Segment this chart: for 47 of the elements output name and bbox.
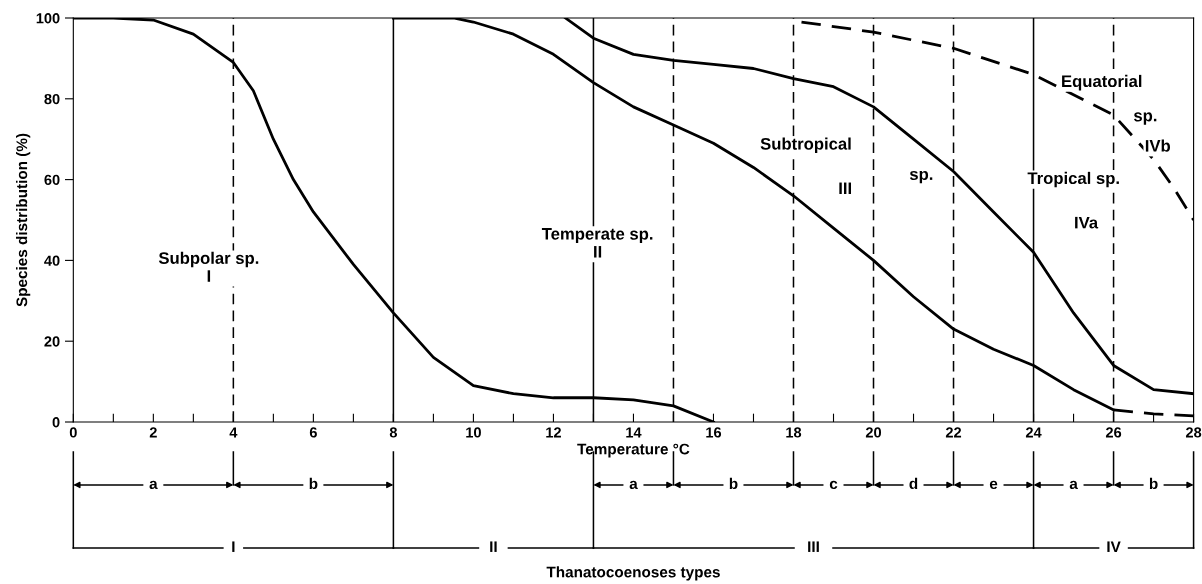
text: I (232, 541, 235, 552)
y-axis-title: Species distribution (%) (16, 133, 31, 307)
text: c (829, 480, 838, 490)
text: a (1069, 480, 1078, 490)
y-tick-label: 0 (52, 417, 60, 428)
x-tick-label: 0 (69, 427, 77, 438)
text: a (149, 480, 158, 490)
x-tick-label: 18 (786, 427, 802, 438)
annotation: III (839, 182, 852, 195)
text: b (309, 477, 318, 490)
text: IV (1107, 541, 1121, 552)
x-tick-label: 4 (229, 427, 238, 438)
annotation: IVb (1145, 139, 1171, 152)
x-tick-label: 16 (706, 427, 722, 438)
annotation: Equatorial (1062, 74, 1142, 91)
y-tick-label: 100 (36, 13, 60, 24)
x-tick-label: 8 (389, 427, 398, 438)
x-tick-label: 28 (1185, 427, 1202, 438)
text: e (989, 480, 998, 490)
annotation: Subpolar sp. I (158, 251, 259, 282)
y-tick-label: 20 (44, 336, 60, 347)
text: II (490, 541, 497, 552)
x-tick-label: 24 (1025, 427, 1042, 438)
annotation: sp. (1133, 112, 1157, 125)
x-tick-label: 20 (865, 427, 882, 438)
annotation: Tropical sp. (1027, 171, 1119, 188)
text: b (729, 477, 738, 490)
y-tick-label: 40 (44, 255, 60, 266)
x-axis-title: Temperature °C (577, 443, 690, 458)
text: a (629, 480, 638, 490)
text: b (1149, 477, 1158, 490)
y-tick-label: 60 (44, 174, 60, 186)
x-tick-label: 6 (309, 427, 317, 438)
x-tick-label: 14 (626, 427, 642, 438)
annotation: Subtropical (760, 137, 851, 154)
x-tick-label: 22 (945, 427, 962, 438)
x-tick-label: 26 (1105, 427, 1122, 438)
x-tick-label: 2 (149, 427, 157, 438)
annotation: IVa (1075, 216, 1099, 229)
annotation: sp. (909, 170, 933, 184)
x-tick-label: 10 (466, 427, 481, 438)
y-tick-label: 80 (44, 93, 60, 105)
annotation: Temperate sp. II (541, 228, 653, 258)
text: d (909, 477, 918, 490)
text: Thanatocoenoses types (546, 566, 720, 581)
text: III (808, 541, 819, 552)
x-tick-label: 12 (546, 427, 561, 438)
